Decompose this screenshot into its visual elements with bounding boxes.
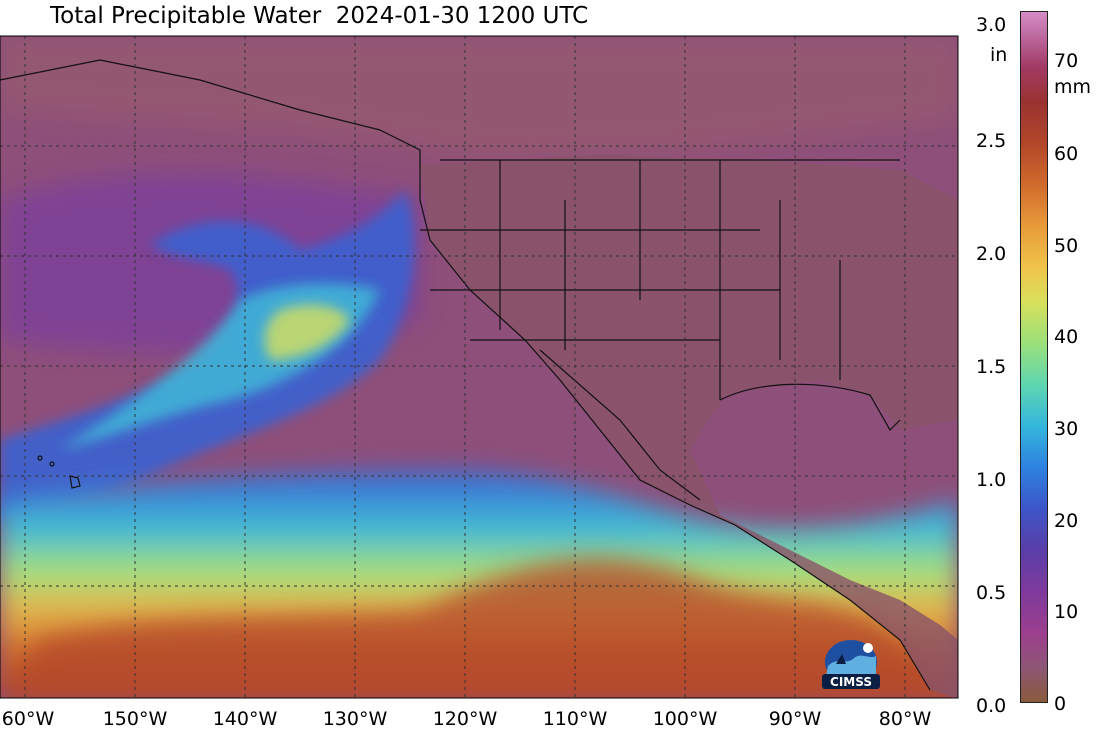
map-title: Total Precipitable Water 2024-01-30 1200… — [50, 3, 589, 29]
lon-label: 160°W — [0, 708, 55, 730]
lon-label: 120°W — [432, 708, 498, 730]
map-gridlines — [0, 36, 958, 698]
lon-label: 130°W — [322, 708, 388, 730]
lon-label: 150°W — [102, 708, 168, 730]
colorbar-mm-label: 70 — [1054, 50, 1079, 72]
colorbar-unit-in: in — [990, 44, 1008, 66]
colorbar-in-label: 1.5 — [976, 356, 1007, 378]
lon-label: 90°W — [768, 708, 822, 730]
colorbar-mm-label: 20 — [1054, 510, 1079, 532]
colorbar-in-label: 1.0 — [976, 469, 1007, 491]
hawaii-islands — [37, 455, 81, 489]
atmospheric-river — [0, 190, 415, 520]
colorbar-mm-label: 40 — [1054, 326, 1079, 348]
colorbar-unit-mm: mm — [1054, 76, 1092, 98]
lon-label: 80°W — [878, 708, 932, 730]
cimss-logo-text: CIMSS — [830, 675, 872, 689]
gulf-of-mexico — [720, 384, 878, 463]
map-field — [0, 36, 958, 698]
colorbar-mm-label: 50 — [1054, 235, 1079, 257]
political-boundaries — [0, 59, 931, 691]
tropical-red-core — [0, 558, 958, 698]
cimss-logo: CIMSS — [822, 640, 880, 689]
lon-label: 140°W — [212, 708, 278, 730]
moisture-plume-peak — [264, 304, 350, 360]
lon-label: 110°W — [542, 708, 608, 730]
lon-label: 100°W — [652, 708, 718, 730]
colorbar-in-label: 2.5 — [976, 130, 1007, 152]
colorbar-mm-label: 60 — [1054, 143, 1079, 165]
north-america-land — [420, 155, 958, 698]
colorbar-in-label: 3.0 — [976, 14, 1007, 36]
colorbar-mm-label: 0 — [1054, 693, 1067, 715]
map-frame — [0, 35, 959, 699]
colorbar-in-label: 2.0 — [976, 243, 1007, 265]
colorbar-in-label: 0.5 — [976, 582, 1007, 604]
dry-north-shading — [0, 36, 958, 160]
colorbar-in-label: 0.0 — [976, 695, 1007, 717]
colorbar-mm-label: 30 — [1054, 418, 1079, 440]
colorbar-mm-label: 10 — [1054, 601, 1079, 623]
colorbar — [1020, 11, 1048, 703]
